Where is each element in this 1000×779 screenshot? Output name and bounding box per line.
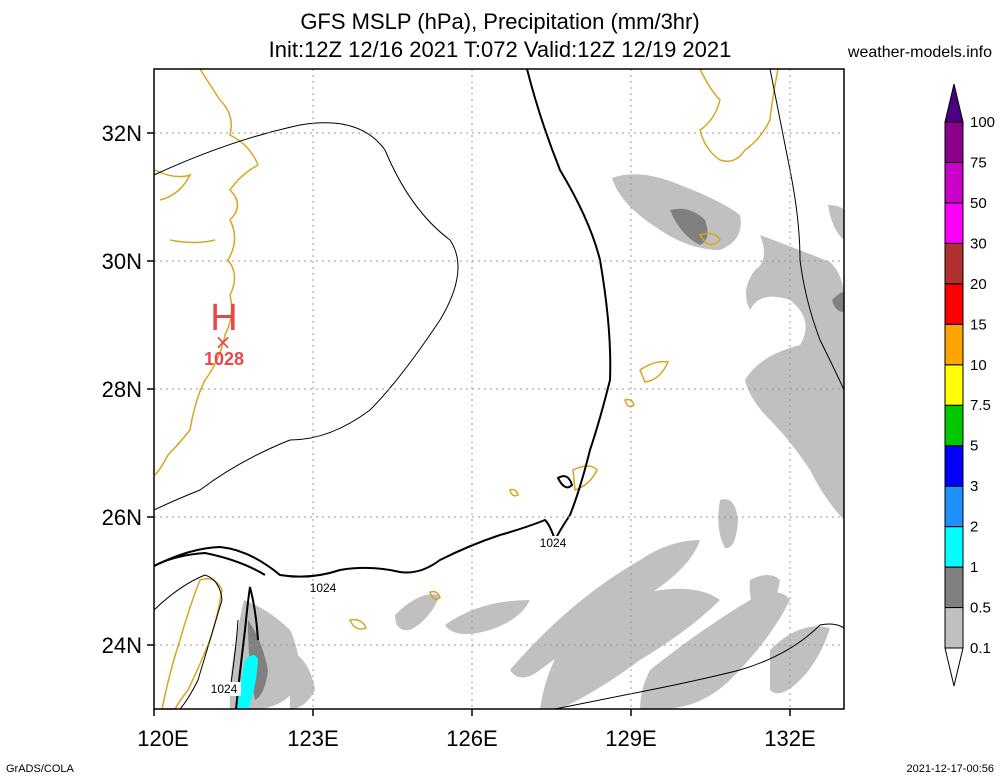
colorbar-segment <box>944 566 964 609</box>
coastline-island <box>429 590 441 600</box>
y-tick-label: 30N <box>102 249 142 274</box>
precip-area <box>828 205 844 240</box>
coastlines <box>154 68 779 710</box>
colorbar: 0.1 0.5 1 2 3 5 7.5 10 15 20 30 50 75 100 <box>944 83 995 687</box>
isobar-1024 <box>153 551 266 576</box>
colorbar-label: 0.5 <box>970 600 991 617</box>
precip-area <box>445 600 530 634</box>
y-tick-label: 32N <box>102 121 142 146</box>
x-tick-label: 126E <box>446 726 497 751</box>
colorbar-segment <box>944 323 964 366</box>
coastline-ryukyu <box>639 360 670 383</box>
precip-area <box>510 540 700 678</box>
high-pressure-center: H × 1028 <box>204 297 244 369</box>
colorbar-segment <box>944 404 964 447</box>
isobar-1024 <box>556 475 574 489</box>
colorbar-segment <box>944 283 964 325</box>
high-marker-icon: × <box>215 330 232 354</box>
isobar-1024 <box>153 68 612 578</box>
coastline-japan <box>699 68 779 162</box>
colorbar-label: 3 <box>970 478 978 495</box>
high-value: 1028 <box>204 349 244 369</box>
colorbar-segment <box>944 526 964 568</box>
isobar-labels: 1024 1024 1024 <box>207 536 570 696</box>
precipitation-heavy <box>236 655 258 709</box>
isobars <box>153 68 845 710</box>
coastline-china <box>154 169 192 201</box>
isobar <box>769 68 845 391</box>
colorbar-label: 7.5 <box>970 397 991 414</box>
precip-area <box>290 650 315 709</box>
coastline-taiwan <box>161 578 223 710</box>
x-tick-label: 123E <box>287 726 338 751</box>
map-title: GFS MSLP (hPa), Precipitation (mm/3hr) <box>300 9 700 34</box>
isobar-label: 1024 <box>211 682 238 696</box>
y-tick-label: 26N <box>102 505 142 530</box>
footer-software: GrADS/COLA <box>6 763 74 775</box>
coastline-japan <box>698 232 721 246</box>
isobar-label: 1024 <box>310 581 337 595</box>
colorbar-label: 75 <box>970 154 987 171</box>
colorbar-segment <box>944 202 964 244</box>
isobar-label: 1024 <box>540 536 567 550</box>
colorbar-segment <box>944 161 964 204</box>
precip-area <box>749 575 780 620</box>
high-symbol: H <box>210 297 237 339</box>
axis-ticks <box>147 132 791 716</box>
precip-area <box>832 292 844 312</box>
colorbar-segment <box>944 364 964 406</box>
precip-area <box>670 208 708 245</box>
precip-area <box>540 588 720 709</box>
precipitation-areas <box>229 174 844 709</box>
colorbar-label: 5 <box>970 438 978 455</box>
coastline-ryukyu <box>624 398 635 408</box>
colorbar-min-triangle <box>944 647 964 687</box>
precip-area <box>640 592 790 709</box>
colorbar-label: 30 <box>970 235 987 252</box>
map-subtitle: Init:12Z 12/16 2021 T:072 Valid:12Z 12/1… <box>268 37 732 62</box>
coastline-island <box>348 618 367 630</box>
y-tick-label: 28N <box>102 377 142 402</box>
colorbar-label: 0.1 <box>970 640 991 657</box>
x-tick-label: 129E <box>605 726 656 751</box>
isobar-1024 <box>235 586 259 710</box>
coastline-china <box>169 239 216 244</box>
coastline-china <box>154 68 259 476</box>
grid-lines <box>154 69 844 709</box>
footer-timestamp: 2021-12-17-00:56 <box>906 763 994 775</box>
precip-area <box>718 499 738 549</box>
x-tick-label: 132E <box>764 726 815 751</box>
isobar <box>554 623 845 710</box>
colorbar-segment <box>944 607 964 649</box>
colorbar-label: 2 <box>970 519 978 536</box>
colorbar-segment <box>944 445 964 487</box>
colorbar-segment <box>944 121 964 163</box>
precip-area <box>395 594 440 631</box>
y-tick-label: 24N <box>102 633 142 658</box>
credit-text: weather-models.info <box>847 44 992 61</box>
colorbar-label: 15 <box>970 316 987 333</box>
precip-area <box>770 626 830 694</box>
y-tick-labels: 32N 30N 28N 26N 24N <box>102 121 142 658</box>
colorbar-max-triangle <box>944 83 964 123</box>
colorbar-label: 10 <box>970 357 987 374</box>
colorbar-label: 100 <box>970 114 995 131</box>
precip-area <box>745 235 844 520</box>
isobar <box>153 122 459 511</box>
x-tick-label: 120E <box>137 726 188 751</box>
x-tick-labels: 120E 123E 126E 129E 132E <box>137 726 815 751</box>
colorbar-label: 20 <box>970 276 987 293</box>
colorbar-segment <box>944 242 964 285</box>
colorbar-segment <box>944 485 964 528</box>
colorbar-label: 50 <box>970 195 987 212</box>
coastline-island <box>509 488 519 497</box>
isobar <box>153 574 223 710</box>
colorbar-label: 1 <box>970 559 978 576</box>
